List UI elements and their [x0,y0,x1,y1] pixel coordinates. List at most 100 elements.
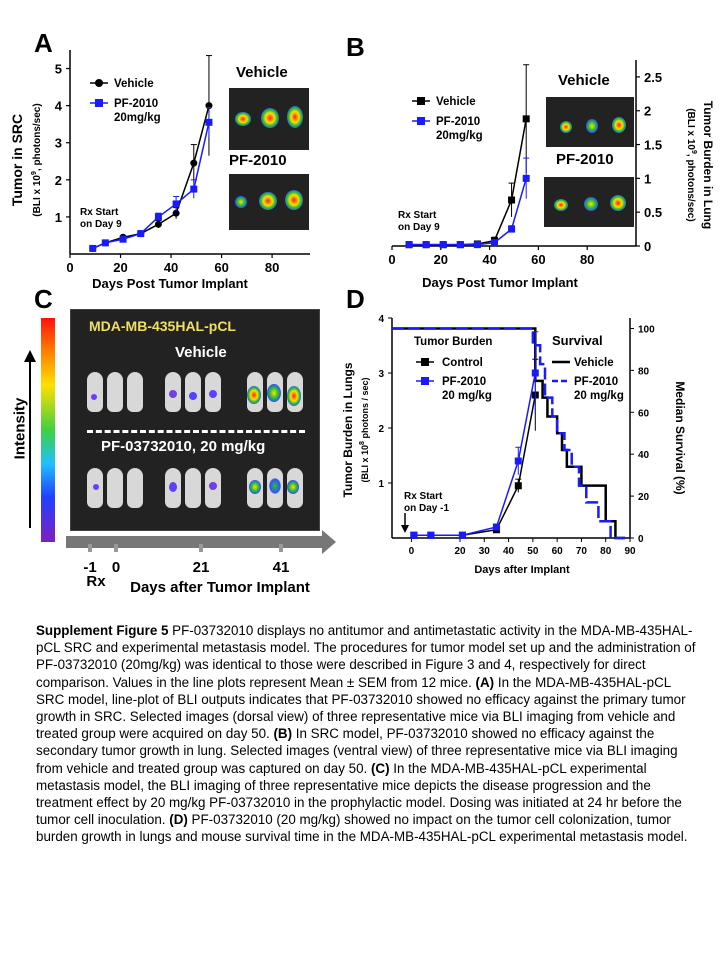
legend-b-treated-dose: 20mg/kg [436,130,483,142]
y-tick-label: 2 [55,173,62,188]
x-tick-label: 30 [479,546,491,557]
data-point [405,241,413,249]
panel-c-treated-mice [81,462,311,518]
panel-b-rx-annotation-2: on Day 9 [398,222,440,233]
y-tick-label: 4 [378,314,384,325]
y-tick-label: 2.5 [644,70,662,85]
x-tick-label: 80 [580,252,594,267]
panel-d-ylabel: Tumor Burden in Lungs [341,362,355,497]
timeline-tick-neg1: -1 [83,559,96,576]
figure-caption: Supplement Figure 5 PF-03732010 displays… [36,623,696,845]
x-tick-label: 40 [164,260,178,275]
panel-c-imaging-panel: MDA-MB-435HAL-pCL Vehicle PF-03732010, 2… [70,309,320,531]
timeline-tick-21: 21 [193,559,210,576]
panel-a-ylabel-units: (BLI x 109, photons/sec) [31,103,43,216]
y2-tick-label: 40 [638,450,650,461]
y-tick-label: 1 [55,210,62,225]
data-point [456,241,464,249]
data-point [508,225,516,233]
panel-a-rx-annotation-1: Rx Start [80,207,119,218]
timeline-bar [66,536,322,548]
data-point [101,239,109,247]
legend-d-control: Control [442,357,483,369]
legend-b-treated: PF-2010 [436,116,480,128]
y-tick-label: 1 [378,479,384,490]
panel-a-rx-annotation-2: on Day 9 [80,219,122,230]
x-tick-label: 90 [624,546,636,557]
y2-tick-label: 80 [638,366,650,377]
x-tick-label: 60 [214,260,228,275]
panel-d-ylabel-units: (BLI x 108 photons / sec) [359,378,370,483]
legend-b-treated-marker [417,117,425,125]
legend-b-vehicle-marker [417,97,425,105]
timeline-arrowhead [322,530,336,554]
panel-c-title: MDA-MB-435HAL-pCL [89,318,236,334]
data-point [427,531,435,539]
panel-d-xlabel: Days after Implant [474,564,570,576]
panel-d-y2label: Median Survival (%) [673,381,687,494]
intensity-colorbar [41,318,55,542]
panel-letter-c: C [34,284,53,314]
panel-a-image-vehicle-label: Vehicle [236,64,288,81]
y-tick-label: 3 [55,136,62,151]
panel-a-image-treated [229,174,309,230]
panel-letter-d: D [346,284,365,314]
timeline-tick-41: 41 [273,559,290,576]
legend-a-treated-dose: 20mg/kg [114,112,161,124]
data-point [172,200,180,208]
x-tick-label: 80 [265,260,279,275]
data-point [514,457,522,465]
x-tick-label: 20 [113,260,127,275]
panel-b-image-treated-label: PF-2010 [556,151,614,168]
data-point [190,159,198,167]
x-tick-label: 0 [388,252,395,267]
panel-c-vehicle-label: Vehicle [175,344,227,361]
data-point [508,196,516,204]
y-tick-label: 0.5 [644,205,662,220]
intensity-arrow [24,350,36,528]
panel-b-ylabel-units: (BLI x 109, photons/sec) [685,108,697,221]
x-tick-label: 40 [503,546,515,557]
y-tick-label: 5 [55,62,62,77]
data-point [531,369,539,377]
y-tick-label: 1 [644,171,651,186]
legend-d-sv-title: Survival [552,333,603,348]
data-point [190,185,198,193]
panel-c-treated-label: PF-03732010, 20 mg/kg [101,438,266,455]
panel-a-chart: 0 20 40 60 80 1 2 3 4 5 Tumor in SRC (BLI x 109, … [9,50,310,291]
panel-b-rx-annotation-1: Rx Start [398,210,437,221]
x-tick-label: 70 [576,546,588,557]
y-tick-label: 0 [644,239,651,254]
data-point [137,230,145,238]
panel-c-vehicle-mice [81,368,311,418]
data-point [154,220,162,228]
panel-d-rx-annotation-2: on Day -1 [404,503,449,514]
legend-d-treated-marker [421,377,429,385]
x-tick-label: 50 [527,546,539,557]
panel-a-ylabel: Tumor in SRC [9,114,25,206]
data-point [154,213,162,221]
panel-b-xlabel: Days Post Tumor Implant [422,275,578,290]
panel-b-image-treated [544,177,634,227]
x-tick-label: 20 [454,546,466,557]
panel-c-xlabel: Days after Tumor Implant [130,579,310,596]
legend-d-control-marker [421,358,429,366]
panel-b-image-vehicle [546,97,634,147]
y2-tick-label: 20 [638,492,650,503]
data-point [514,482,522,490]
legend-d-vehicle: Vehicle [574,357,614,369]
x-tick-label: 40 [482,252,496,267]
caption-lead: Supplement Figure 5 [36,623,169,638]
panel-b-chart: 0 20 40 60 80 0 0.5 1 1.5 2 2.5 Tumor Burden in Lu… [388,60,715,290]
data-point [205,118,213,126]
x-tick-label: 80 [600,546,612,557]
data-point [522,115,530,123]
panel-b-image-vehicle-label: Vehicle [558,72,610,89]
legend-d-pf: PF-2010 [574,376,618,388]
panel-a-image-vehicle [229,88,309,150]
legend-d-pf-dose: 20 mg/kg [574,390,624,402]
panel-b-ylabel: Tumor Burden in Lung [701,101,715,229]
x-tick-label: 0 [409,546,415,557]
y2-tick-label: 60 [638,408,650,419]
